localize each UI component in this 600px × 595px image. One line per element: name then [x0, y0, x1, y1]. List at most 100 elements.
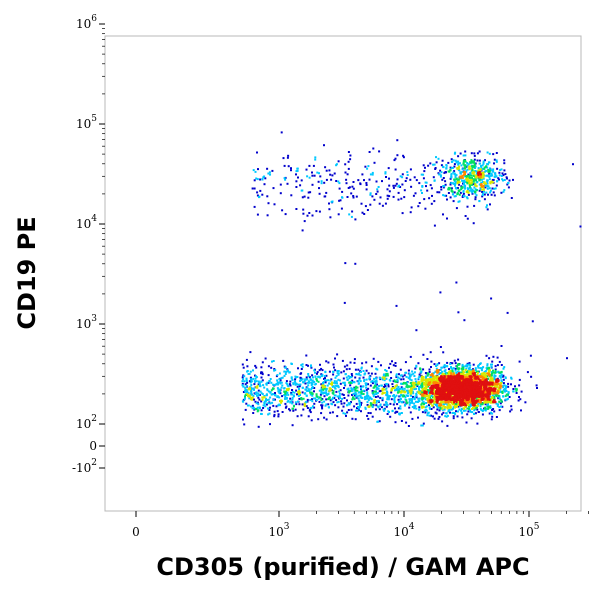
event-dot: [454, 382, 457, 385]
event-dot: [264, 405, 267, 408]
event-dot: [481, 164, 484, 167]
event-dot: [460, 164, 463, 167]
event-dot: [469, 187, 472, 190]
event-dot: [350, 215, 353, 218]
event-dot: [484, 186, 487, 189]
event-dot: [368, 396, 371, 399]
event-dot: [270, 366, 273, 369]
event-dot: [308, 176, 311, 179]
event-dot: [383, 388, 386, 391]
event-dot: [479, 375, 482, 378]
event-dot: [476, 395, 479, 398]
event-dot: [383, 378, 386, 380]
event-dot: [355, 396, 358, 399]
event-dot: [367, 165, 370, 168]
event-dot: [300, 398, 303, 401]
event-dot: [355, 195, 358, 198]
event-dot: [519, 398, 522, 401]
event-dot: [385, 370, 388, 372]
event-dot: [271, 401, 274, 404]
event-dot: [450, 372, 453, 375]
event-dot: [481, 410, 484, 412]
event-dot: [461, 186, 464, 189]
event-dot: [427, 380, 430, 383]
event-dot: [433, 384, 436, 387]
event-dot: [394, 157, 397, 160]
event-dot: [470, 179, 473, 181]
event-dot: [305, 394, 308, 397]
event-dot: [504, 387, 507, 390]
event-dot: [336, 382, 338, 385]
event-dot: [293, 391, 296, 394]
event-dot: [414, 367, 417, 370]
event-dot: [265, 382, 268, 385]
event-dot: [253, 392, 256, 395]
event-dot: [351, 185, 354, 188]
event-dot: [478, 189, 481, 192]
event-dot: [465, 170, 468, 173]
event-dot: [349, 158, 352, 161]
event-dot: [473, 165, 476, 168]
event-dot: [500, 364, 503, 366]
event-dot: [425, 402, 428, 404]
event-dot: [469, 394, 472, 397]
event-dot: [273, 410, 276, 413]
event-dot: [423, 390, 426, 393]
event-dot: [250, 380, 253, 383]
event-dot: [449, 411, 451, 414]
event-dot: [447, 376, 450, 379]
event-dot: [487, 163, 489, 166]
event-dot: [495, 159, 498, 162]
event-dot: [334, 369, 337, 372]
event-dot: [458, 189, 461, 192]
event-dot: [257, 403, 260, 406]
event-dot: [480, 382, 483, 385]
event-dot: [481, 190, 484, 193]
event-dot: [435, 396, 438, 399]
event-dot: [483, 397, 486, 399]
event-dot: [369, 173, 372, 176]
event-dot: [307, 389, 310, 392]
event-dot: [249, 351, 252, 354]
event-dot: [472, 161, 475, 164]
event-dot: [485, 165, 488, 168]
event-dot: [267, 382, 270, 384]
event-dot: [352, 181, 355, 183]
event-dot: [424, 391, 427, 394]
event-dot: [433, 179, 436, 182]
event-dot: [468, 401, 471, 404]
event-dot: [299, 391, 301, 394]
event-dot: [506, 397, 509, 400]
event-dot: [502, 367, 505, 370]
event-dot: [281, 411, 284, 413]
event-dot: [325, 403, 328, 406]
event-dot: [482, 382, 485, 385]
event-dot: [431, 194, 433, 197]
event-dot: [296, 167, 299, 170]
event-dot: [347, 160, 350, 163]
event-dot: [466, 196, 468, 199]
event-dot: [348, 377, 351, 380]
event-dot: [362, 385, 365, 388]
event-dot: [254, 380, 256, 383]
event-dot: [261, 398, 264, 401]
event-dot: [414, 405, 417, 407]
event-dot: [386, 396, 389, 399]
event-dot: [455, 371, 458, 374]
event-dot: [489, 379, 492, 382]
event-dot: [267, 390, 270, 393]
event-dot: [471, 166, 474, 169]
event-dot: [373, 386, 376, 389]
event-dot: [409, 390, 412, 393]
event-dot: [389, 362, 392, 365]
event-dot: [476, 408, 479, 411]
event-dot: [483, 372, 486, 375]
event-dot: [490, 376, 493, 379]
event-dot: [334, 376, 337, 379]
event-dot: [383, 391, 386, 394]
event-dot: [252, 387, 255, 390]
event-dot: [451, 384, 453, 387]
event-dot: [284, 392, 287, 395]
event-dot: [481, 176, 484, 179]
